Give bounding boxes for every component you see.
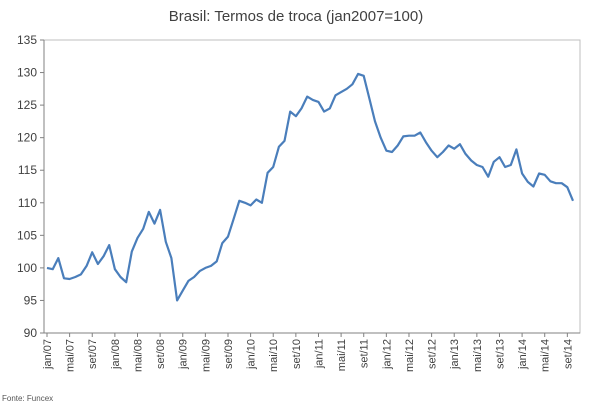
chart-title: Brasil: Termos de troca (jan2007=100) [168,8,424,25]
y-tick-label: 135 [17,33,37,47]
x-tick-label: set/14 [562,339,574,369]
y-tick-label: 115 [18,163,37,177]
x-tick-label: jan/13 [449,339,461,370]
x-tick-label: mai/08 [132,339,144,372]
y-tick-label: 95 [24,293,38,307]
series-line [46,72,575,302]
x-tick-label: jan/10 [246,339,258,370]
x-tick-label: set/12 [427,339,439,369]
y-tick-label: 105 [17,228,37,242]
x-tick-label: set/10 [291,339,303,369]
plot-area-border [43,39,581,334]
x-tick-label: jan/14 [517,339,529,370]
y-tick-label: 130 [17,66,37,80]
x-tick-label: mai/11 [336,339,348,371]
x-tick-label: mai/13 [472,339,484,372]
y-tick-label: 110 [18,196,37,210]
y-tick-label: 120 [17,131,37,145]
x-tick-label: mai/14 [540,339,552,372]
x-tick-label: set/07 [87,339,99,369]
x-tick-label: mai/07 [65,339,77,372]
x-tick-label: set/08 [155,339,167,369]
chart-source: Fonte: Funcex [2,394,54,403]
y-tick-label: 90 [24,326,38,340]
x-tick-label: set/11 [359,339,371,368]
x-tick-label: mai/09 [200,339,212,372]
x-tick-label: set/13 [494,339,506,369]
x-tick-label: jan/08 [110,339,122,370]
x-tick-label: jan/11 [313,339,325,369]
x-tick-label: set/09 [223,339,235,369]
x-tick-label: jan/07 [42,339,54,370]
x-tick-label: jan/09 [178,339,190,370]
y-tick-label: 125 [17,98,37,112]
x-tick-label: mai/12 [404,339,416,372]
y-tick-label: 100 [17,261,37,275]
x-tick-label: jan/12 [381,339,393,370]
x-tick-label: mai/10 [268,339,280,372]
